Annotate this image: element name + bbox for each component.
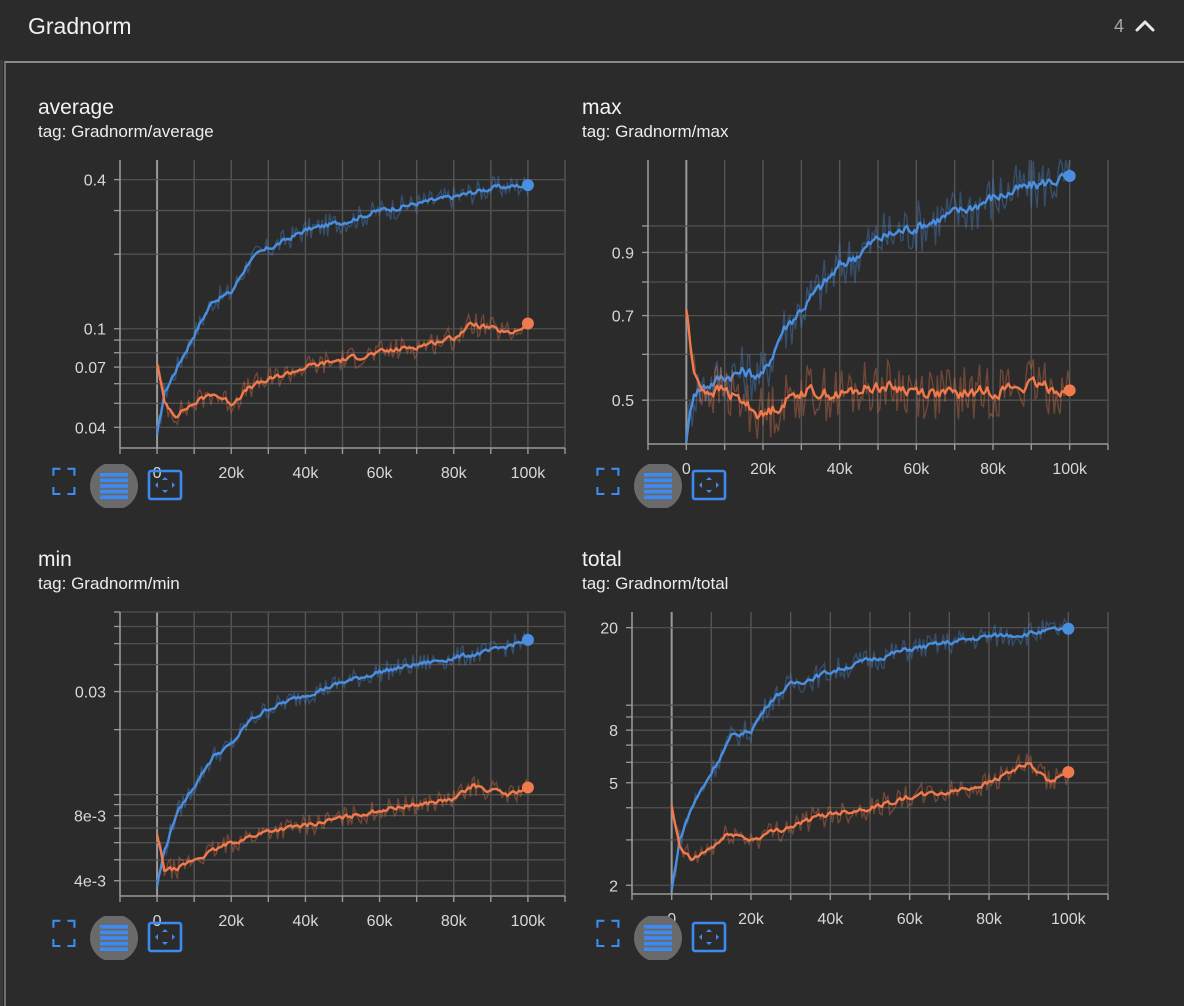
fullscreen-icon[interactable] [52,467,76,496]
fit-domain-icon[interactable] [147,469,183,501]
fit-domain-icon[interactable] [147,921,183,953]
chart-toolbar [596,916,727,960]
chart-toolbar [52,916,183,960]
log-scale-icon[interactable] [644,925,672,951]
fullscreen-icon[interactable] [596,467,620,496]
chart-title: total [582,548,622,571]
chart-title: max [582,96,622,119]
fit-domain-icon[interactable] [691,921,727,953]
chart-title: average [38,96,114,119]
chart-card-average: average tag: Gradnorm/average [38,96,583,541]
chart-tag: tag: Gradnorm/average [38,122,214,141]
chart-tag: tag: Gradnorm/total [582,574,729,593]
log-scale-icon[interactable] [644,473,672,499]
chart-card-max: max tag: Gradnorm/max [582,96,1127,541]
chart-card-min: min tag: Gradnorm/min [38,548,583,993]
chart-toolbar [596,464,727,508]
chart-tag: tag: Gradnorm/min [38,574,180,593]
section-header[interactable]: Gradnorm 4 [0,0,1184,60]
fullscreen-icon[interactable] [596,919,620,948]
card-count: 4 [1114,16,1125,36]
fullscreen-icon[interactable] [52,919,76,948]
log-scale-icon[interactable] [100,925,128,951]
section-title: Gradnorm [28,13,132,39]
chevron-up-icon[interactable] [1133,14,1157,38]
chart-toolbar [52,464,183,508]
fit-domain-icon[interactable] [691,469,727,501]
left-border [0,0,3,1006]
chart-card-total: total tag: Gradnorm/total [582,548,1127,993]
chart-tag: tag: Gradnorm/max [582,122,729,141]
log-scale-icon[interactable] [100,473,128,499]
chart-title: min [38,548,72,571]
